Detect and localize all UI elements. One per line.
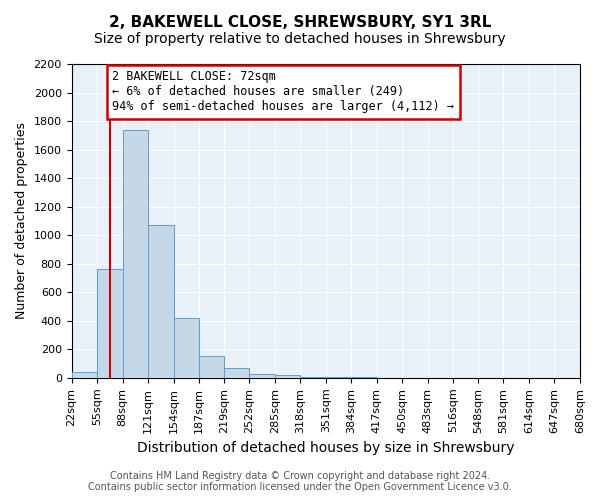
Bar — [326, 377, 351, 378]
Bar — [275, 375, 300, 378]
Bar — [71, 372, 97, 378]
Bar — [122, 130, 148, 378]
X-axis label: Distribution of detached houses by size in Shrewsbury: Distribution of detached houses by size … — [137, 441, 515, 455]
Text: Size of property relative to detached houses in Shrewsbury: Size of property relative to detached ho… — [94, 32, 506, 46]
Text: 2, BAKEWELL CLOSE, SHREWSBURY, SY1 3RL: 2, BAKEWELL CLOSE, SHREWSBURY, SY1 3RL — [109, 15, 491, 30]
Bar — [249, 374, 275, 378]
Bar — [199, 356, 224, 378]
Bar — [224, 368, 249, 378]
Bar — [148, 226, 173, 378]
Bar — [97, 270, 122, 378]
Text: Contains HM Land Registry data © Crown copyright and database right 2024.
Contai: Contains HM Land Registry data © Crown c… — [88, 471, 512, 492]
Bar — [300, 376, 326, 378]
Y-axis label: Number of detached properties: Number of detached properties — [15, 122, 28, 320]
Bar — [351, 377, 377, 378]
Bar — [173, 318, 199, 378]
Text: 2 BAKEWELL CLOSE: 72sqm
← 6% of detached houses are smaller (249)
94% of semi-de: 2 BAKEWELL CLOSE: 72sqm ← 6% of detached… — [112, 70, 454, 114]
